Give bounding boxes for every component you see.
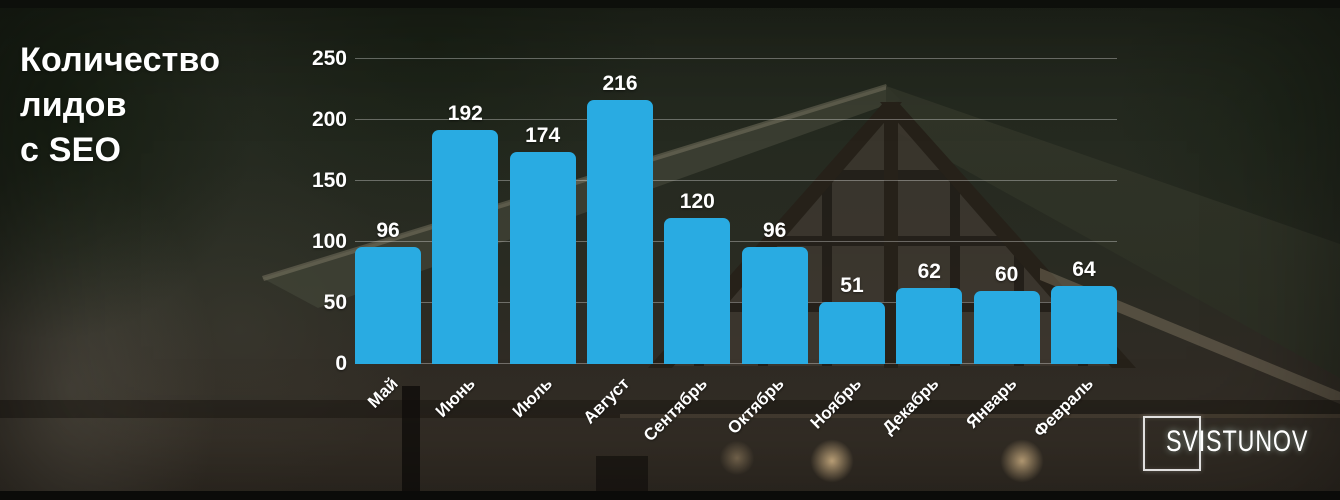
bar-Май: 96 bbox=[355, 219, 421, 364]
bar-Ноябрь: 51 bbox=[818, 274, 885, 364]
x-axis: Май Июнь Июль Август Сентябрь Октябрь Ноябрь Де… bbox=[355, 374, 1117, 484]
bar-value-label: 216 bbox=[602, 72, 638, 96]
x-tick-label-Сентябрь: Сентябрь bbox=[639, 374, 711, 446]
bar-Февраль: 64 bbox=[1050, 258, 1117, 364]
y-tick-label-50: 50 bbox=[323, 291, 347, 314]
bar-Январь: 60 bbox=[973, 263, 1040, 364]
y-tick-label-0: 0 bbox=[335, 352, 347, 375]
x-tick-label-Февраль: Февраль bbox=[1030, 374, 1098, 441]
x-tick-label-Октябрь: Октябрь bbox=[724, 374, 789, 438]
gridline-0 bbox=[355, 363, 1117, 364]
bar-value-label: 64 bbox=[1072, 257, 1096, 281]
y-tick-label-250: 250 bbox=[311, 47, 347, 70]
x-tick-label-Май: Май bbox=[363, 374, 402, 412]
x-tick-label-Июль: Июль bbox=[509, 374, 557, 422]
bar-value-label: 51 bbox=[840, 273, 864, 297]
bar-Июнь: 192 bbox=[432, 102, 499, 364]
bar-value-label: 96 bbox=[762, 218, 787, 242]
bar-value-label: 60 bbox=[994, 262, 1019, 286]
brand-logo: SVISTUNOV bbox=[1143, 414, 1340, 474]
y-tick-label-200: 200 bbox=[311, 108, 347, 131]
bar-Июль: 174 bbox=[509, 124, 576, 364]
bar-value-label: 96 bbox=[376, 218, 400, 242]
gridline-100 bbox=[355, 241, 1117, 242]
gridline-200 bbox=[355, 119, 1117, 120]
x-tick-label-Декабрь: Декабрь bbox=[879, 374, 943, 438]
y-axis: 0 50 100 150 200 250 bbox=[235, 47, 347, 375]
bar-Август: 216 bbox=[586, 72, 653, 364]
gridline-250 bbox=[355, 58, 1117, 59]
bottom-letterbox-bar bbox=[0, 491, 1340, 500]
x-tick-label-Август: Август bbox=[579, 374, 634, 428]
brand-logo-text: SVISTUNOV bbox=[1166, 425, 1309, 458]
bar-value-label: 62 bbox=[917, 260, 941, 284]
top-letterbox-bar bbox=[0, 0, 1340, 8]
bar-value-label: 192 bbox=[447, 101, 483, 125]
bar-chart-plot-area: 96 192 174 216 120 96 51 62 60 64 bbox=[355, 58, 1117, 364]
page-title: Количество лидов с SEO bbox=[20, 41, 221, 169]
bar-Сентябрь: 120 bbox=[664, 190, 731, 364]
x-tick-label-Июнь: Июнь bbox=[431, 374, 479, 422]
bar-value-label: 120 bbox=[679, 189, 715, 213]
x-tick-label-Ноябрь: Ноябрь bbox=[806, 374, 866, 433]
gridline-150 bbox=[355, 180, 1117, 181]
bar-series: 96 192 174 216 120 96 51 62 60 64 bbox=[355, 59, 1117, 364]
bar-value-label: 174 bbox=[525, 123, 561, 147]
y-tick-label-100: 100 bbox=[311, 230, 347, 253]
y-tick-label-150: 150 bbox=[311, 169, 347, 192]
x-tick-label-Январь: Январь bbox=[962, 374, 1021, 432]
gridline-50 bbox=[355, 302, 1117, 303]
bar-Декабрь: 62 bbox=[896, 260, 963, 364]
bar-Октябрь: 96 bbox=[741, 219, 808, 364]
brand-logo-frame-icon bbox=[1143, 416, 1201, 471]
